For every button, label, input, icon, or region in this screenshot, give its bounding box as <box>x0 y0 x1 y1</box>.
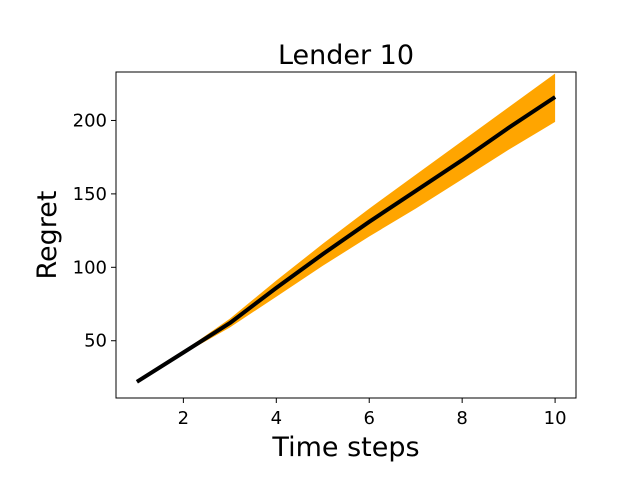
y-axis-label: Regret <box>32 190 63 279</box>
chart-title: Lender 10 <box>278 40 414 71</box>
confidence-band <box>136 73 556 382</box>
x-axis-label: Time steps <box>271 432 419 463</box>
y-axis-ticks: 50 100 150 200 <box>73 110 116 352</box>
x-tick-label: 2 <box>178 408 189 429</box>
y-tick-label: 50 <box>84 331 107 352</box>
confidence-band-layer <box>136 73 556 382</box>
x-tick-label: 8 <box>456 408 467 429</box>
x-tick-label: 4 <box>271 408 282 429</box>
y-tick-label: 150 <box>73 184 107 205</box>
y-tick-label: 200 <box>73 110 107 131</box>
x-axis-ticks: 2 4 6 8 10 <box>178 398 567 429</box>
mean-line-layer <box>135 95 557 384</box>
mean-regret-line <box>135 95 557 384</box>
y-tick-label: 100 <box>73 257 107 278</box>
x-tick-label: 6 <box>364 408 375 429</box>
x-tick-label: 10 <box>544 408 567 429</box>
plot-area-frame <box>115 71 577 399</box>
